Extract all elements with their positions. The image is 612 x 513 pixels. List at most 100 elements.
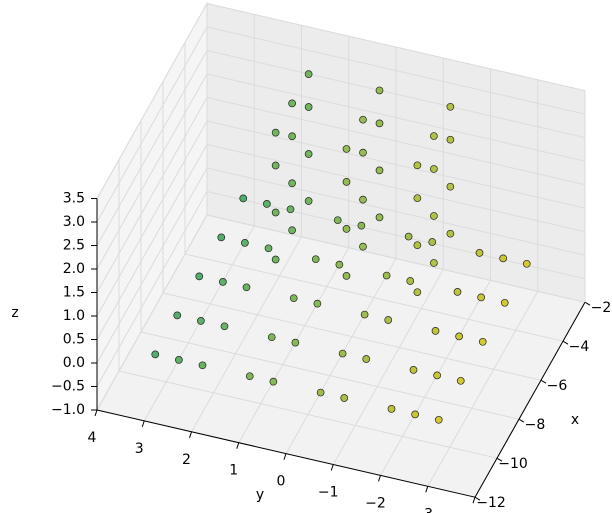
tick-mark: [426, 486, 428, 492]
point: [435, 416, 442, 423]
tick-mark: [284, 454, 286, 460]
point: [268, 334, 275, 341]
point: [376, 214, 383, 221]
point: [272, 162, 279, 169]
z-tick-label: 3.5: [63, 191, 85, 207]
tick-mark: [331, 465, 333, 471]
point: [388, 405, 395, 412]
point: [343, 225, 350, 232]
point: [360, 149, 367, 156]
point: [289, 100, 296, 107]
z-tick-label: 2.5: [63, 238, 85, 254]
point: [358, 222, 365, 229]
point: [334, 217, 341, 224]
point: [305, 151, 312, 158]
point: [414, 195, 421, 202]
point: [407, 278, 414, 285]
z-tick-label: −1.0: [51, 402, 85, 418]
point: [479, 338, 486, 345]
tick-mark: [379, 475, 381, 481]
point: [152, 351, 159, 358]
x-tick-label: −8: [525, 417, 546, 433]
point: [360, 196, 367, 203]
tick-mark: [237, 443, 239, 449]
tick-mark: [519, 419, 524, 422]
point: [456, 333, 463, 340]
point: [376, 167, 383, 174]
tick-mark: [142, 421, 144, 427]
point: [339, 350, 346, 357]
chart: z y x −2−4−6−8−10−1243210−1−2−3−43.53.02…: [0, 0, 612, 513]
tick-mark: [541, 380, 546, 383]
point: [343, 272, 350, 279]
z-tick-label: 2.0: [63, 261, 85, 277]
point: [290, 295, 297, 302]
y-tick-label: −3: [412, 506, 433, 513]
tick-mark: [563, 341, 568, 344]
point: [523, 260, 530, 267]
x-axis-label: x: [571, 412, 579, 428]
point: [457, 377, 464, 384]
point: [343, 145, 350, 152]
point: [432, 327, 439, 334]
point: [246, 373, 253, 380]
point: [429, 239, 436, 246]
point: [430, 165, 437, 172]
point: [292, 339, 299, 346]
tick-mark: [585, 302, 590, 305]
x-tick-label: −4: [569, 339, 590, 355]
point: [197, 317, 204, 324]
point: [287, 206, 294, 213]
point: [272, 209, 279, 216]
point: [414, 162, 421, 169]
y-tick-label: 2: [182, 452, 191, 468]
point: [410, 366, 417, 373]
point: [376, 120, 383, 127]
point: [341, 395, 348, 402]
point: [175, 356, 182, 363]
point: [272, 129, 279, 136]
point: [289, 180, 296, 187]
point: [265, 245, 272, 252]
point: [434, 372, 441, 379]
point: [405, 233, 412, 240]
point: [199, 362, 206, 369]
point: [314, 300, 321, 307]
point: [360, 243, 367, 250]
point: [272, 256, 279, 263]
point: [218, 234, 225, 241]
z-tick-label: 0.5: [63, 332, 85, 348]
point: [430, 133, 437, 140]
x-tick-label: −12: [476, 495, 506, 511]
z-tick-label: 1.0: [63, 308, 85, 324]
point: [361, 311, 368, 318]
y-tick-label: 0: [277, 474, 286, 490]
point: [305, 71, 312, 78]
x-tick-label: −10: [498, 456, 528, 472]
point: [430, 259, 437, 266]
point: [289, 227, 296, 234]
point: [360, 116, 367, 123]
point: [430, 212, 437, 219]
point: [305, 198, 312, 205]
point: [343, 178, 350, 185]
z-tick-label: 1.5: [63, 285, 85, 301]
point: [447, 183, 454, 190]
y-tick-label: 3: [135, 441, 144, 457]
y-tick-label: 1: [229, 463, 238, 479]
tick-mark: [473, 497, 475, 503]
point: [263, 200, 270, 207]
point: [305, 104, 312, 111]
point: [312, 256, 319, 263]
point: [240, 195, 247, 202]
point: [500, 255, 507, 262]
point: [447, 136, 454, 143]
point: [414, 242, 421, 249]
point: [383, 272, 390, 279]
point: [174, 312, 181, 319]
point: [336, 261, 343, 268]
point: [317, 389, 324, 396]
point: [412, 411, 419, 418]
y-axis-label: y: [256, 487, 264, 503]
point: [219, 278, 226, 285]
